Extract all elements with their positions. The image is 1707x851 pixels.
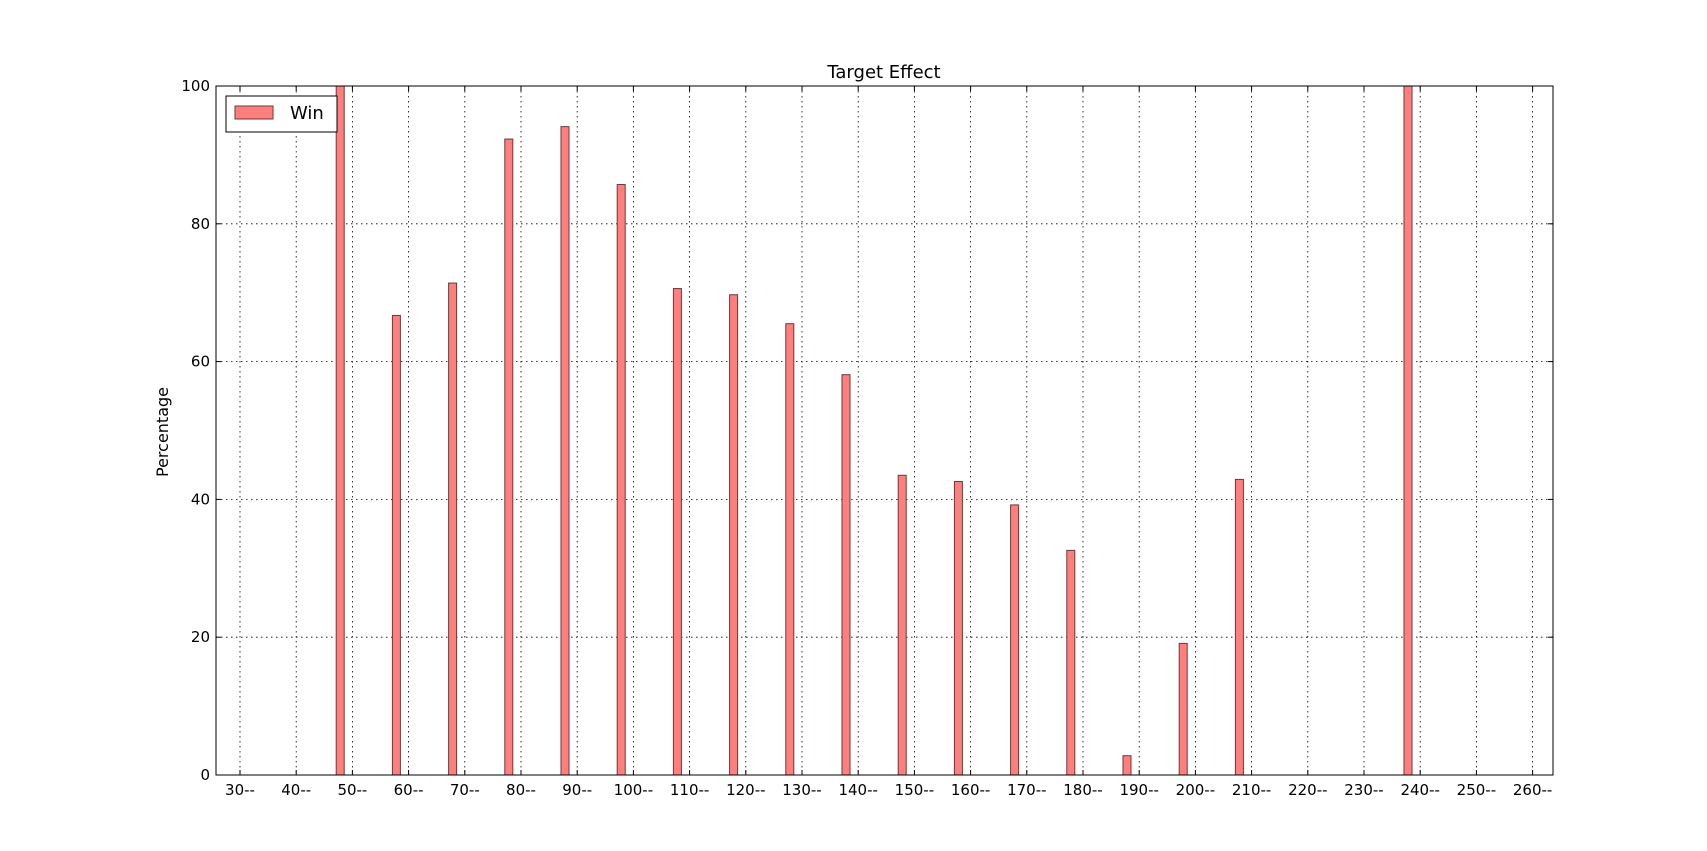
plot-frame xyxy=(215,85,1554,776)
x-tick-label: 140-- xyxy=(838,781,877,799)
x-tick-label: 210-- xyxy=(1232,781,1271,799)
bar-win-140 xyxy=(897,474,907,776)
x-tick-label: 150-- xyxy=(895,781,934,799)
bar-win-120 xyxy=(785,323,795,776)
y-tick-label: 60 xyxy=(191,353,210,371)
x-tick-label: 60-- xyxy=(394,781,424,799)
x-tick-label: 220-- xyxy=(1288,781,1327,799)
chart-title: Target Effect xyxy=(826,62,940,83)
legend-label: Win xyxy=(290,103,324,124)
y-tick-label: 20 xyxy=(191,628,210,646)
bar-win-160 xyxy=(1010,504,1020,776)
x-tick-label: 200-- xyxy=(1176,781,1215,799)
bar-win-130 xyxy=(841,374,851,776)
bar-win-230 xyxy=(1403,85,1413,776)
legend-swatch xyxy=(234,105,274,120)
bar-win-40 xyxy=(335,85,345,776)
x-tick-label: 260-- xyxy=(1513,781,1552,799)
bar-win-190 xyxy=(1178,642,1188,776)
bar-win-50 xyxy=(391,314,401,776)
y-tick-label: 80 xyxy=(191,215,210,233)
x-tick-label: 130-- xyxy=(782,781,821,799)
x-tick-label: 160-- xyxy=(951,781,990,799)
x-tick-label: 110-- xyxy=(670,781,709,799)
axis-ticks: 30-- 40-- 50-- 60-- 70-- 80-- 90-- 100-- 110-- 12… xyxy=(181,77,1553,799)
y-tick-label: 100 xyxy=(181,77,210,95)
x-tick-label: 230-- xyxy=(1344,781,1383,799)
y-tick-label: 40 xyxy=(191,490,210,508)
bar-win-100 xyxy=(672,288,682,776)
x-tick-label: 170-- xyxy=(1007,781,1046,799)
x-tick-label: 250-- xyxy=(1457,781,1496,799)
x-tick-label: 180-- xyxy=(1063,781,1102,799)
y-axis-label: Percentage xyxy=(153,387,172,477)
x-tick-label: 50-- xyxy=(337,781,367,799)
x-tick-label: 100-- xyxy=(614,781,653,799)
x-tick-label: 190-- xyxy=(1119,781,1158,799)
x-tick-label: 80-- xyxy=(506,781,536,799)
x-tick-label: 120-- xyxy=(726,781,765,799)
x-tick-label: 240-- xyxy=(1400,781,1439,799)
x-tick-label: 40-- xyxy=(281,781,311,799)
x-tick-label: 70-- xyxy=(450,781,480,799)
bar-win-150 xyxy=(953,480,963,776)
bar-win-70 xyxy=(504,138,514,776)
bar-win-170 xyxy=(1066,549,1076,776)
y-tick-label: 0 xyxy=(200,766,210,784)
bar-win-90 xyxy=(616,184,626,776)
bar-win-180 xyxy=(1122,755,1132,776)
bar-win-110 xyxy=(729,294,739,776)
bar-win-80 xyxy=(560,126,570,776)
x-tick-label: 30-- xyxy=(225,781,255,799)
x-tick-label: 90-- xyxy=(562,781,592,799)
bar-win-60 xyxy=(448,282,458,776)
bar-win-200 xyxy=(1234,478,1244,776)
legend: Win xyxy=(225,95,338,133)
